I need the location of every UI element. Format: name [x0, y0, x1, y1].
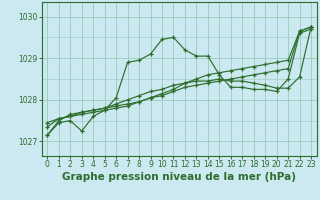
X-axis label: Graphe pression niveau de la mer (hPa): Graphe pression niveau de la mer (hPa): [62, 172, 296, 182]
